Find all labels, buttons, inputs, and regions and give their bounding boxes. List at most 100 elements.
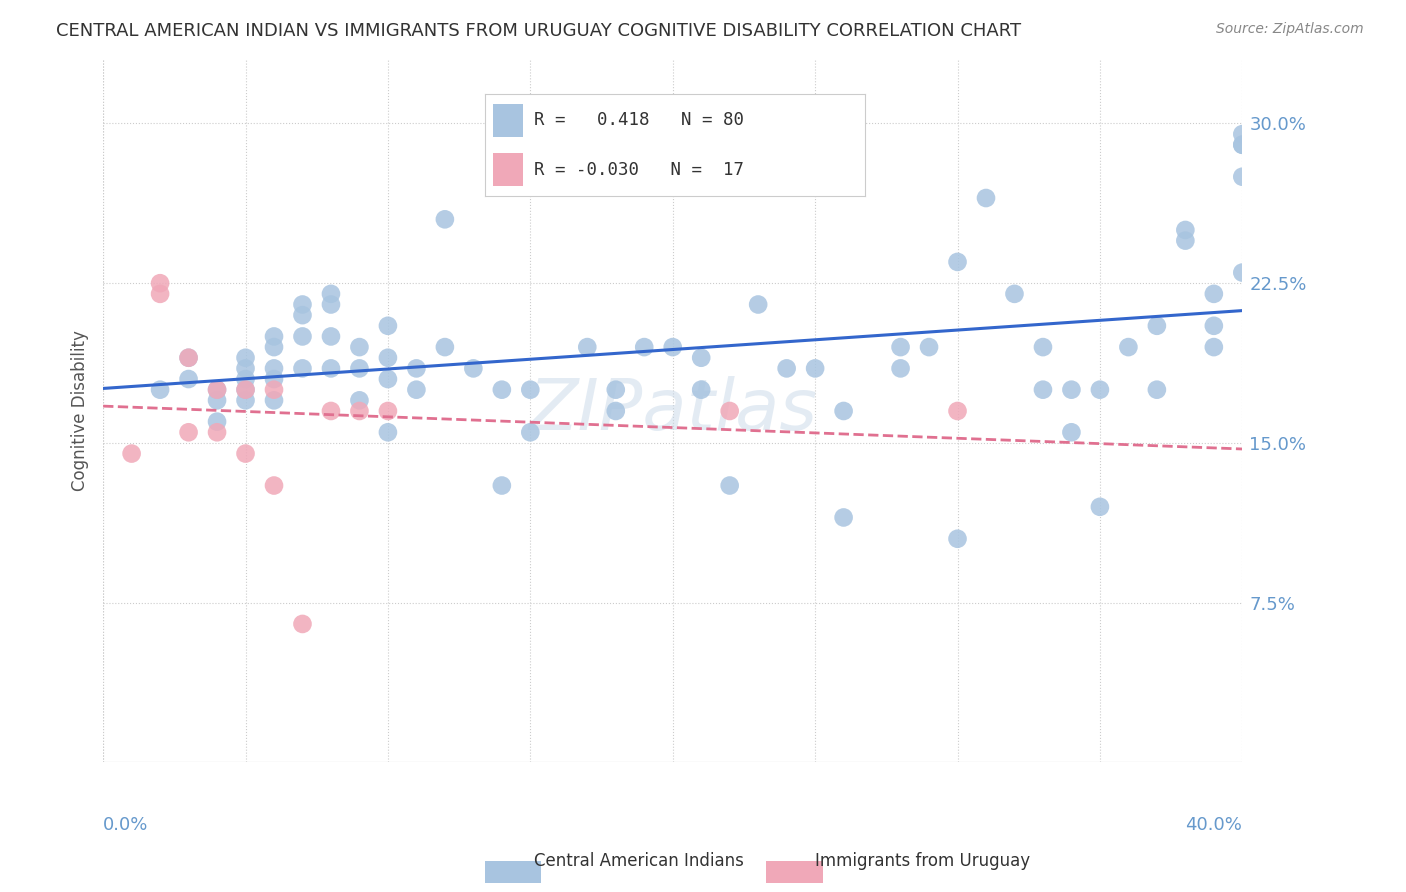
Point [205,383,228,397]
Point [918,340,941,354]
Point [1232,266,1254,280]
Point [1232,127,1254,141]
Point [1232,169,1254,184]
Point [946,532,969,546]
Point [235,372,257,386]
Point [177,425,200,440]
Text: 0.0%: 0.0% [103,815,149,834]
Point [1232,137,1254,152]
Point [291,297,314,311]
Point [319,329,342,343]
Point [747,297,769,311]
Point [319,404,342,418]
Point [205,383,228,397]
Point [1146,318,1168,333]
Point [605,404,627,418]
Point [832,404,855,418]
Point [235,383,257,397]
Point [291,329,314,343]
Text: Central American Indians: Central American Indians [534,852,744,870]
Point [263,372,285,386]
Text: R =   0.418   N = 80: R = 0.418 N = 80 [534,112,744,129]
Point [605,383,627,397]
Point [1174,234,1197,248]
Point [377,372,399,386]
Point [1088,383,1111,397]
Point [491,478,513,492]
Point [177,351,200,365]
Point [263,478,285,492]
Point [690,351,713,365]
Y-axis label: Cognitive Disability: Cognitive Disability [72,331,89,491]
Point [974,191,997,205]
Text: 40.0%: 40.0% [1185,815,1243,834]
Point [804,361,827,376]
Point [1088,500,1111,514]
Point [263,340,285,354]
Text: ZIPatlas: ZIPatlas [529,376,817,445]
Point [1202,318,1225,333]
Point [576,340,599,354]
Point [205,393,228,408]
Point [377,318,399,333]
Point [319,286,342,301]
Point [946,255,969,269]
Point [235,351,257,365]
Point [291,616,314,631]
Point [235,446,257,460]
Text: Source: ZipAtlas.com: Source: ZipAtlas.com [1216,22,1364,37]
Point [519,425,541,440]
Point [263,393,285,408]
Point [946,404,969,418]
Point [433,340,456,354]
Point [405,383,427,397]
Point [718,404,741,418]
Point [433,212,456,227]
Text: CENTRAL AMERICAN INDIAN VS IMMIGRANTS FROM URUGUAY COGNITIVE DISABILITY CORRELAT: CENTRAL AMERICAN INDIAN VS IMMIGRANTS FR… [56,22,1021,40]
Point [1146,383,1168,397]
Point [377,351,399,365]
Point [377,425,399,440]
Point [349,393,371,408]
Point [1118,340,1140,354]
Point [1174,223,1197,237]
Bar [492,153,523,186]
Point [1004,286,1026,301]
Point [177,351,200,365]
Point [661,340,683,354]
Point [1060,425,1083,440]
Point [263,329,285,343]
Point [775,361,797,376]
Point [832,510,855,524]
Point [349,404,371,418]
Point [1202,340,1225,354]
Point [1232,137,1254,152]
Text: Immigrants from Uruguay: Immigrants from Uruguay [815,852,1031,870]
Point [291,308,314,322]
Point [690,383,713,397]
Point [263,361,285,376]
Point [349,361,371,376]
Text: R = -0.030   N =  17: R = -0.030 N = 17 [534,161,744,178]
Point [263,383,285,397]
Bar [492,104,523,136]
Point [291,361,314,376]
Point [235,383,257,397]
Point [718,478,741,492]
Point [547,169,569,184]
Point [890,361,912,376]
Point [491,383,513,397]
Point [519,383,541,397]
Point [121,446,143,460]
Point [377,404,399,418]
Point [1032,383,1054,397]
Point [235,361,257,376]
Point [890,340,912,354]
Point [463,361,485,376]
Point [405,361,427,376]
Point [205,415,228,429]
Point [633,340,655,354]
Point [149,286,172,301]
Point [177,372,200,386]
Point [1060,383,1083,397]
